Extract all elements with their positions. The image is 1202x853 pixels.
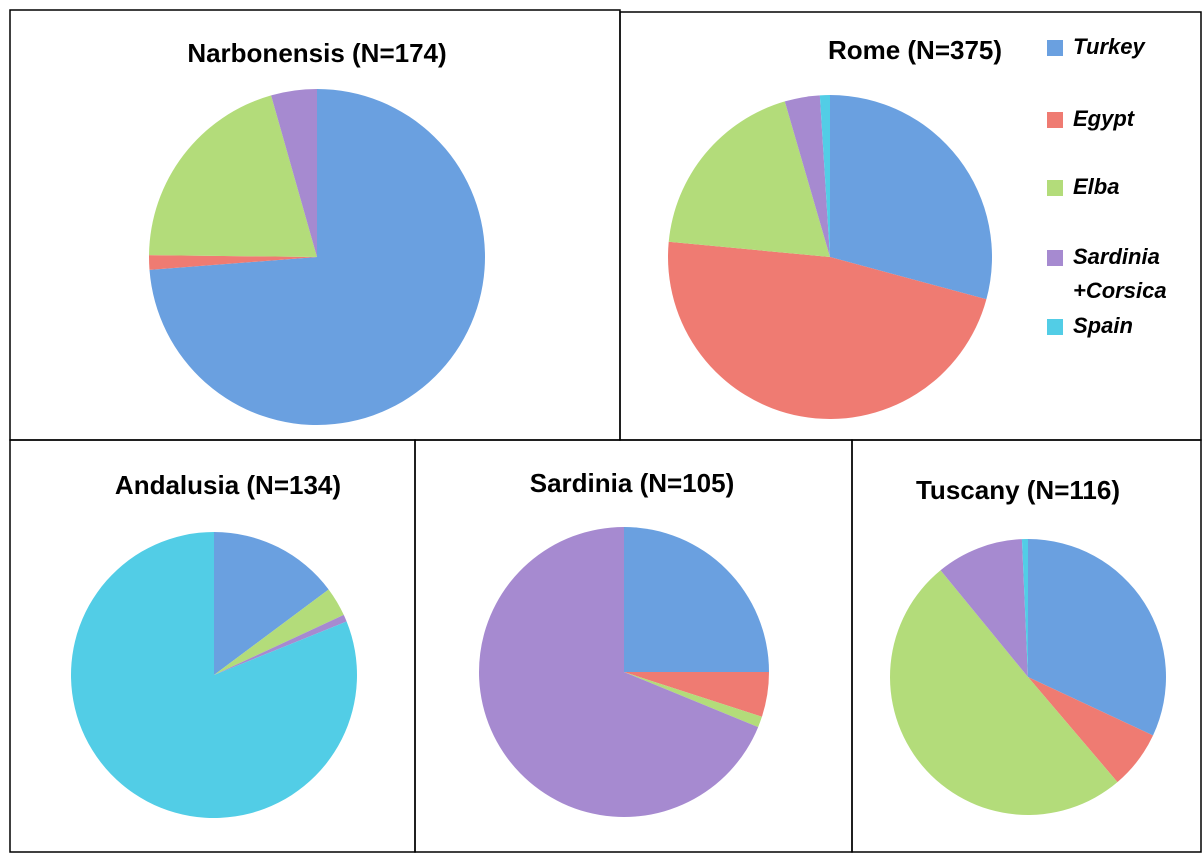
legend-swatch bbox=[1047, 250, 1063, 266]
chart-title: Tuscany (N=116) bbox=[916, 475, 1120, 505]
legend-label: Elba bbox=[1073, 174, 1119, 199]
pie-slice bbox=[214, 614, 347, 675]
legend-swatch bbox=[1047, 180, 1063, 196]
pie-slice bbox=[668, 101, 830, 257]
chart-title: Rome (N=375) bbox=[828, 35, 1002, 65]
pie-slice bbox=[890, 570, 1118, 815]
pie-slice bbox=[478, 527, 759, 817]
legend-swatch bbox=[1047, 112, 1063, 128]
pie-slice bbox=[624, 672, 769, 717]
pie-slice bbox=[940, 539, 1028, 677]
pie-slice bbox=[1021, 539, 1028, 677]
pie-slice bbox=[271, 89, 317, 257]
pie-slice bbox=[71, 532, 358, 819]
pie-slice bbox=[149, 255, 317, 270]
legend-label: Spain bbox=[1073, 313, 1133, 338]
chart-title: Andalusia (N=134) bbox=[115, 470, 341, 500]
legend-label: Turkey bbox=[1073, 34, 1147, 59]
legend-label: Sardinia +Corsica bbox=[1073, 244, 1167, 303]
chart-title: Narbonensis (N=174) bbox=[187, 38, 446, 68]
pie-slice bbox=[149, 89, 486, 426]
legend-swatch bbox=[1047, 319, 1063, 335]
chart-title: Sardinia (N=105) bbox=[530, 468, 734, 498]
pie-slice bbox=[830, 95, 993, 300]
pie-slice bbox=[784, 95, 830, 257]
legend-swatch bbox=[1047, 40, 1063, 56]
pie-slice bbox=[624, 527, 769, 672]
legend-label: Egypt bbox=[1073, 106, 1136, 131]
pie-slice bbox=[819, 95, 830, 257]
pie-slice bbox=[1028, 677, 1153, 783]
pie-slice bbox=[667, 241, 987, 419]
pie-slice bbox=[624, 672, 762, 728]
pie-slice bbox=[214, 532, 329, 675]
panel bbox=[851, 439, 1202, 853]
pie-slice bbox=[214, 589, 344, 675]
pie-slice bbox=[1028, 539, 1167, 736]
pie-slice bbox=[149, 95, 317, 257]
